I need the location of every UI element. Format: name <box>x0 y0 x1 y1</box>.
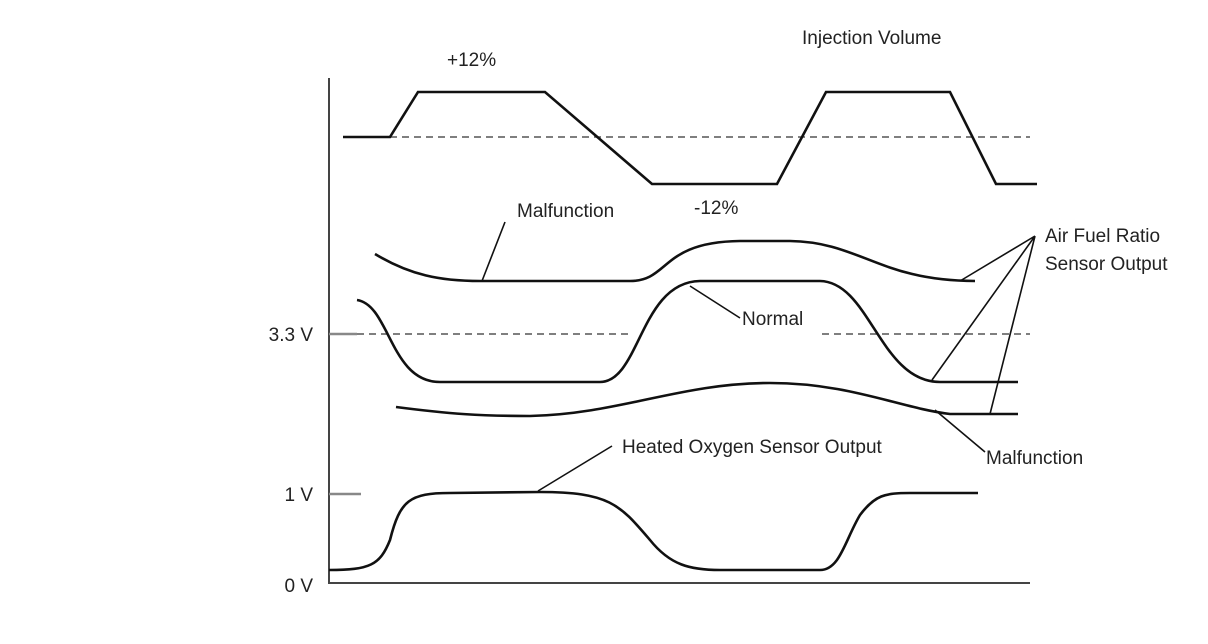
minus-12-label: -12% <box>694 198 738 219</box>
afr-label-line2: Sensor Output <box>1045 254 1168 275</box>
leader-ho2s <box>537 445 613 492</box>
leader-afr <box>931 235 1036 415</box>
injection-volume-label: Injection Volume <box>802 28 941 49</box>
ho2s-label: Heated Oxygen Sensor Output <box>622 437 883 458</box>
afr-malfunction-lower-curve <box>395 381 1018 418</box>
plus-12-label: +12% <box>447 50 496 71</box>
malfunction-upper-label: Malfunction <box>517 201 614 222</box>
axes <box>328 78 1030 584</box>
normal-label: Normal <box>742 309 803 330</box>
injection-volume-curve <box>343 90 1037 186</box>
leader-malfunction-upper <box>481 221 506 282</box>
y-label-3-3v: 3.3 V <box>269 325 314 346</box>
leader-normal <box>689 285 741 319</box>
afr-normal-curve <box>356 279 1018 384</box>
afr-malfunction-upper-curve <box>374 239 976 283</box>
afr-label-line1: Air Fuel Ratio <box>1045 226 1160 247</box>
ho2s-curve <box>328 490 978 572</box>
y-label-1v: 1 V <box>284 485 313 506</box>
y-label-0v: 0 V <box>284 576 313 597</box>
malfunction-lower-label: Malfunction <box>986 448 1083 469</box>
leader-malfunction-lower <box>934 409 986 453</box>
